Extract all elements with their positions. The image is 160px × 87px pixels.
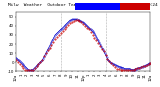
Text: Milw  Weather  Outdoor Temp  vs  Wind Chill  per Min  (24 Hr): Milw Weather Outdoor Temp vs Wind Chill … bbox=[8, 3, 160, 7]
